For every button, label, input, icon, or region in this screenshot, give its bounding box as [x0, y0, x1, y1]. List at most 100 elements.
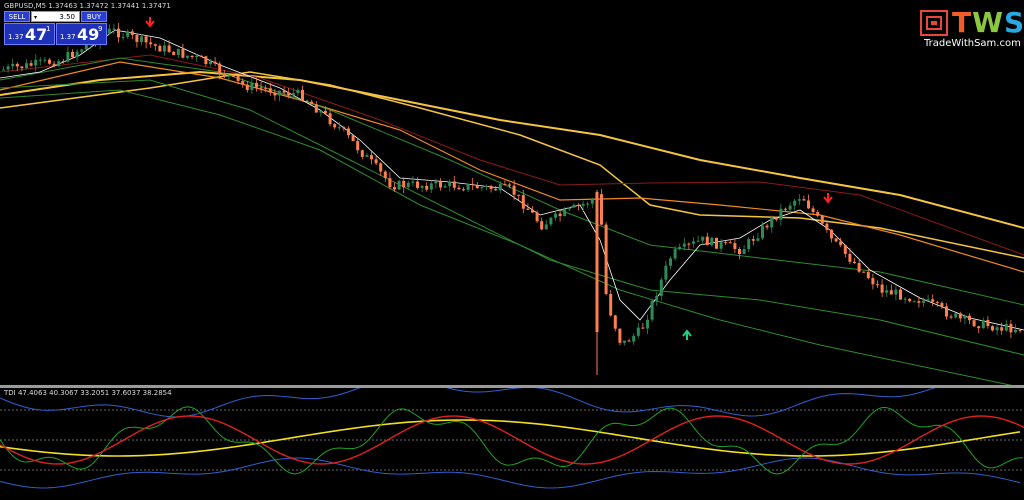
tdi-trade-signal-line — [0, 415, 1024, 465]
candle-body — [558, 213, 562, 217]
candle-body — [347, 128, 350, 136]
tdi-lower-band — [0, 457, 1021, 489]
candle-body — [20, 66, 24, 69]
candle-body — [466, 183, 470, 190]
candle-body — [935, 301, 939, 303]
candle-body — [673, 249, 677, 259]
candle-body — [195, 55, 199, 58]
candle-body — [374, 159, 378, 164]
candle-body — [954, 313, 958, 318]
candle-body — [498, 184, 502, 191]
candle-body — [903, 298, 907, 300]
candle-body — [416, 181, 419, 188]
candle-body — [287, 92, 291, 96]
ask-pipette: 9 — [98, 25, 103, 33]
candle-body — [241, 80, 245, 85]
candle-body — [912, 301, 916, 303]
candle-body — [862, 271, 866, 273]
candle-body — [784, 208, 787, 210]
candle-body — [149, 42, 153, 45]
signal-arrows — [145, 17, 833, 340]
candle-body — [52, 63, 56, 67]
candle-body — [75, 51, 79, 58]
candle-body — [926, 299, 930, 301]
bid-price-button[interactable]: 1.37 47 1 — [4, 23, 55, 45]
candle-body — [406, 182, 410, 188]
candle-body — [489, 186, 493, 189]
candle-body — [443, 186, 447, 188]
candle-body — [848, 253, 852, 262]
candle-body — [834, 238, 838, 242]
candle-body — [236, 75, 240, 81]
one-click-trading-panel: SELL ▾ 3.50 BUY 1.37 47 1 1.37 49 9 — [4, 11, 107, 45]
candle-body — [650, 300, 654, 320]
candle-body — [1014, 329, 1017, 333]
sell-button[interactable]: SELL — [4, 11, 30, 22]
candle-body — [282, 90, 286, 93]
candle-body — [57, 60, 61, 67]
candle-body — [687, 243, 691, 245]
buy-button[interactable]: BUY — [81, 11, 107, 22]
candle-body — [581, 203, 585, 206]
price-chart[interactable] — [0, 0, 1024, 385]
pane-separator[interactable] — [0, 385, 1024, 388]
candle-body — [899, 289, 902, 300]
candle-body — [48, 59, 51, 64]
candle-body — [876, 284, 879, 286]
candle-body — [531, 209, 534, 213]
candle-body — [659, 279, 663, 297]
candle-body — [360, 150, 364, 157]
candle-body — [696, 240, 700, 242]
candle-body — [535, 212, 539, 222]
lot-size-value: 3.50 — [59, 13, 75, 21]
candle-body — [328, 113, 332, 125]
buy-arrow-icon-head — [682, 329, 692, 337]
candle-body — [305, 100, 309, 102]
candle-body — [227, 75, 231, 77]
candle-body — [857, 263, 861, 272]
candle-body — [296, 89, 300, 94]
candle-body — [222, 73, 226, 77]
candle-body — [356, 141, 360, 151]
candle-body — [117, 28, 120, 38]
candle-body — [402, 180, 406, 188]
candle-body — [880, 284, 884, 293]
candle-body — [512, 185, 516, 195]
candle-body — [733, 243, 737, 249]
candle-body — [43, 59, 47, 61]
lot-size-input[interactable]: ▾ 3.50 — [31, 11, 80, 22]
candle-body — [747, 239, 751, 250]
candle-body — [719, 242, 723, 249]
candle-body — [678, 246, 682, 250]
candle-body — [333, 124, 337, 128]
tdi-levels — [0, 409, 1024, 471]
candle-body — [485, 186, 488, 188]
candle-body — [209, 61, 212, 64]
candle-body — [503, 184, 507, 186]
candle-body — [682, 243, 686, 247]
candle-body — [2, 69, 5, 71]
candle-body — [15, 63, 19, 67]
candle-body — [724, 242, 728, 244]
candle-body — [61, 60, 65, 62]
candle-body — [692, 241, 695, 244]
candle-body — [871, 278, 875, 285]
candle-body — [457, 187, 461, 190]
candle-body — [609, 293, 613, 316]
candle-body — [958, 313, 962, 319]
candle-body — [153, 44, 157, 46]
candle-body — [351, 135, 355, 142]
tdi-indicator-pane[interactable] — [0, 388, 1024, 500]
candle-body — [843, 245, 847, 254]
candle-body — [301, 89, 304, 101]
candle-body — [521, 195, 525, 209]
candle-body — [949, 316, 953, 318]
candle-body — [71, 51, 74, 58]
lot-dropdown-icon[interactable]: ▾ — [34, 14, 38, 21]
candle-body — [245, 84, 249, 91]
candle-body — [471, 183, 475, 186]
candle-body — [802, 199, 806, 201]
ask-price-button[interactable]: 1.37 49 9 — [56, 23, 107, 45]
candle-body — [397, 180, 401, 190]
candle-body — [664, 265, 668, 280]
